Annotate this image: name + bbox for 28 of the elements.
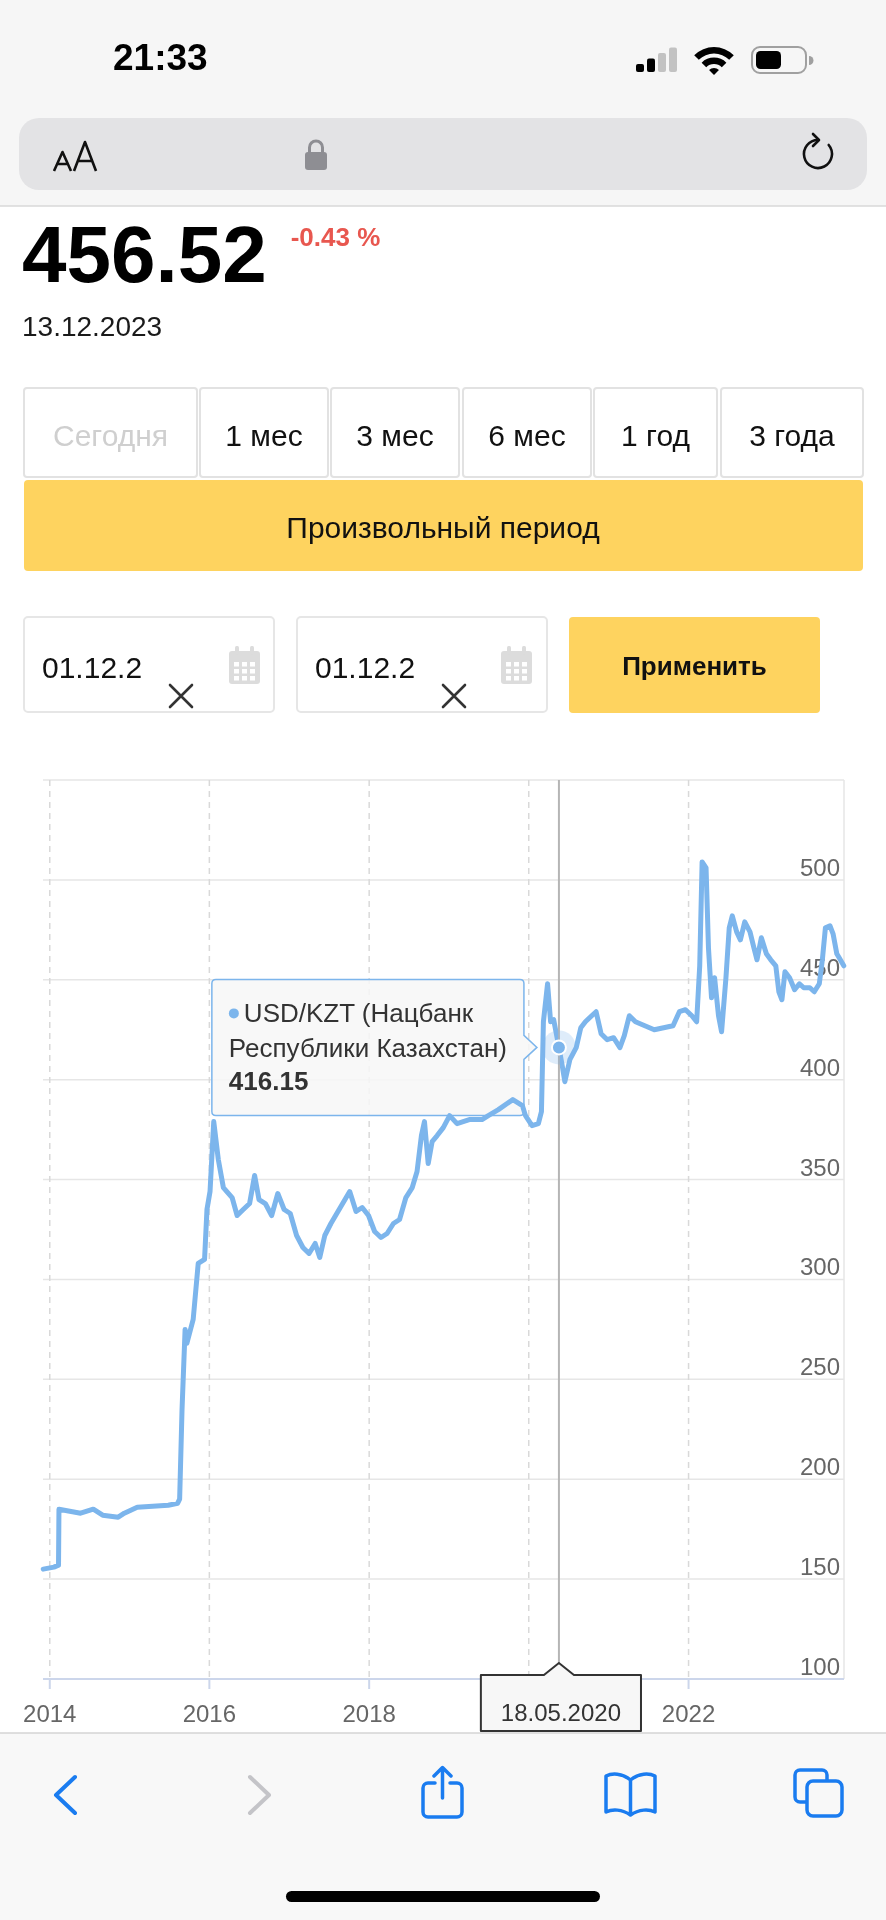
text: 13.12.2023 — [22, 311, 163, 342]
text: 3 года — [749, 419, 836, 452]
y-tick-label: 200 — [799, 1453, 840, 1481]
y-tick-label: 400 — [799, 1053, 840, 1081]
legend-label: USD/KZT (Нацбанк Республики Казахстан) — [228, 998, 507, 1064]
text: 21:33 — [113, 37, 208, 78]
text: -0.43 % — [290, 222, 381, 252]
text: 1 мес — [225, 419, 303, 452]
y-tick-label: 250 — [799, 1353, 840, 1381]
y-tick-label: 300 — [799, 1253, 840, 1281]
text: 01.12.2 — [315, 651, 416, 684]
y-tick-label: 100 — [799, 1653, 840, 1680]
x-tick-label: 2018 — [342, 1700, 396, 1727]
y-tick-label: 150 — [799, 1553, 840, 1581]
text: 456.52 — [22, 210, 267, 299]
text: 3 мес — [356, 419, 434, 452]
x-tick-label: 2014 — [23, 1700, 77, 1727]
text: 1 год — [621, 419, 690, 452]
y-tick-label: 350 — [799, 1153, 840, 1181]
ref-line-label: 18.05.2020 — [500, 1699, 621, 1726]
text: 01.12.2 — [42, 651, 143, 684]
y-tick-label: 500 — [799, 853, 840, 881]
x-tick-label: 2022 — [661, 1700, 716, 1727]
text: Применить — [622, 651, 767, 681]
x-tick-label: 2016 — [182, 1700, 237, 1727]
text: Произвольный период — [286, 511, 600, 544]
annotation: 416.15 — [228, 1066, 309, 1097]
text: 6 мес — [488, 419, 566, 452]
